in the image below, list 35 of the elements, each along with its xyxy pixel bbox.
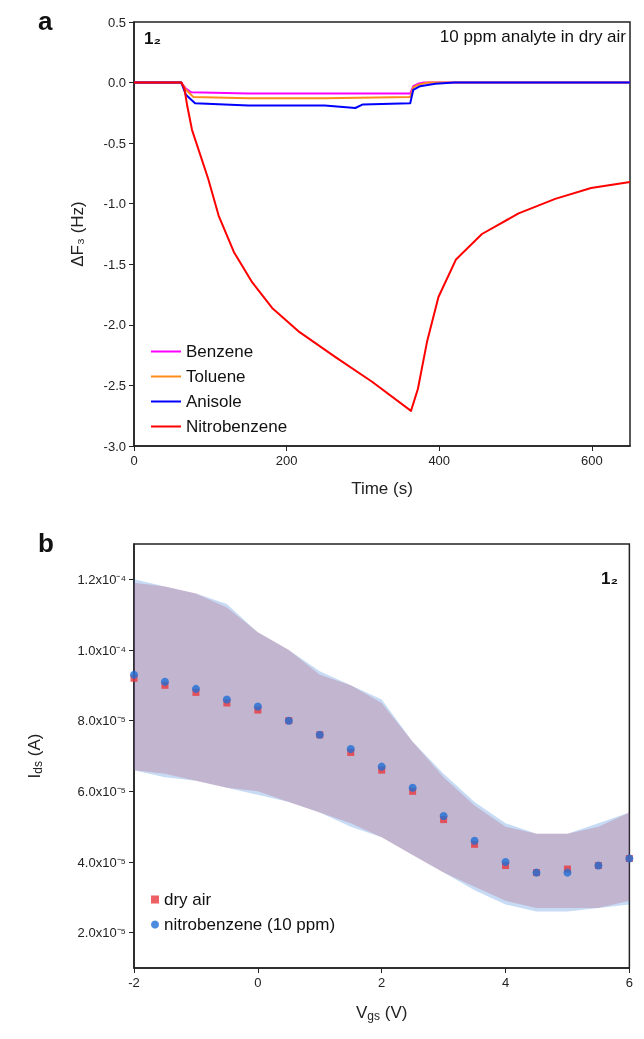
legend-label: Benzene bbox=[186, 342, 254, 361]
legend-label: Nitrobenzene bbox=[186, 417, 288, 436]
legend-label: Toluene bbox=[186, 367, 246, 386]
x-tick-label: 2 bbox=[378, 975, 386, 990]
annotation: 10 ppm analyte in dry air bbox=[439, 27, 627, 46]
y-tick-label: 8.0x10⁻⁵ bbox=[77, 713, 126, 729]
y-tick-label: 0.0 bbox=[107, 75, 126, 91]
y-tick-label: 1.2x10⁻⁴ bbox=[77, 571, 126, 587]
annotation: 1₂ bbox=[144, 29, 162, 48]
y-tick-label: 1.0x10⁻⁴ bbox=[77, 642, 126, 658]
y-tick-label: -0.5 bbox=[103, 135, 126, 151]
x-tick-label: 0 bbox=[254, 975, 262, 990]
x-tick-label: 0 bbox=[130, 453, 138, 468]
text: b bbox=[38, 528, 54, 558]
x-tick-label: 200 bbox=[275, 453, 298, 468]
x-axis-title: Time (s) bbox=[351, 479, 413, 498]
x-tick-label: 400 bbox=[428, 453, 451, 468]
y-tick-label: -2.5 bbox=[103, 377, 126, 393]
y-tick-label: -3.0 bbox=[103, 438, 126, 454]
x-tick-label: -2 bbox=[128, 975, 140, 990]
y-axis-title: ΔF₃ (Hz) bbox=[68, 201, 87, 267]
text: a bbox=[38, 6, 53, 36]
y-tick-label: 6.0x10⁻⁵ bbox=[77, 783, 126, 799]
y-tick-label: 0.5 bbox=[107, 14, 126, 30]
x-tick-label: 4 bbox=[501, 975, 510, 990]
y-axis-title: Ids (A) bbox=[24, 733, 45, 779]
legend-label: nitrobenzene (10 ppm) bbox=[164, 915, 336, 934]
y-tick-label: 4.0x10⁻⁵ bbox=[77, 854, 126, 870]
y-tick-label: -1.5 bbox=[103, 256, 126, 272]
y-tick-label: 2.0x10⁻⁵ bbox=[77, 925, 126, 941]
y-tick-label: -2.0 bbox=[103, 317, 126, 333]
x-tick-label: 600 bbox=[580, 453, 603, 468]
x-tick-label: 6 bbox=[625, 975, 633, 990]
y-tick-label: -1.0 bbox=[103, 196, 126, 212]
legend-label: Anisole bbox=[186, 392, 242, 411]
